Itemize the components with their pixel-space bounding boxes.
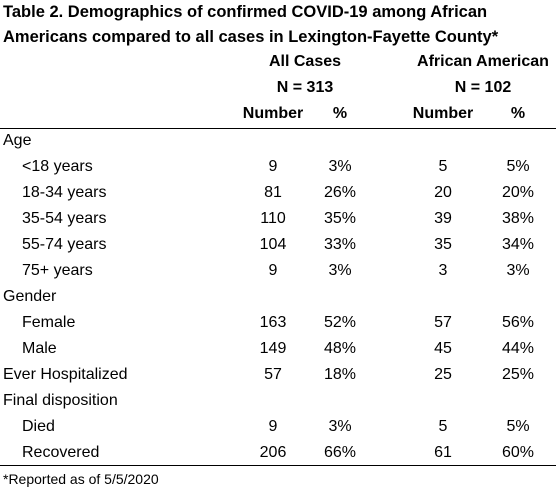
cell: 33% [323,236,357,253]
section-label: Final disposition [3,392,118,409]
cell: 39 [434,210,452,227]
row-label: Male [22,340,57,357]
subheader: % [332,105,348,122]
cell: 60% [501,444,535,461]
group-header: African American [417,53,549,70]
cell: 56% [501,314,535,331]
cell: 206 [259,444,287,461]
cell: 18% [323,366,357,383]
cell: 5 [438,418,448,435]
cell: 44% [501,340,535,357]
cell: 5 [438,158,448,175]
cell: 3% [328,262,352,279]
cell: 5% [506,158,530,175]
row-label: <18 years [22,158,93,175]
cell: 110 [260,210,286,227]
cell: 9 [268,158,278,175]
cell: 149 [259,340,287,357]
title-line: Table 2. Demographics of confirmed COVID… [3,3,488,21]
cell: 3% [506,262,530,279]
group-header: All Cases [268,53,342,70]
cell: 57 [434,314,452,331]
cell: 104 [259,236,287,253]
row-label: 75+ years [22,262,93,279]
cell: 45 [434,340,452,357]
section-label: Gender [3,288,57,305]
row-label: 55-74 years [22,236,107,253]
row-label: 35-54 years [22,210,107,227]
row-label: Recovered [22,444,100,461]
cell: 61 [434,444,452,461]
cell: 48% [323,340,357,357]
group-n: N = 313 [276,79,334,96]
cell: 25% [501,366,535,383]
subheader: Number [412,105,474,122]
cell: 3% [328,418,352,435]
subheader: % [510,105,526,122]
group-n: N = 102 [454,79,512,96]
cell: 34% [501,236,535,253]
cell: 5% [506,418,530,435]
cell: 3% [328,158,352,175]
subheader: Number [242,105,304,122]
cell: 81 [264,184,282,201]
row-label: Female [22,314,76,331]
footnote: *Reported as of 5/5/2020 [3,471,159,487]
bottom-rule [0,465,556,466]
row-label: Died [22,418,55,435]
cell: 25 [434,366,452,383]
section-label: Age [3,132,32,149]
section-label: Ever Hospitalized [3,366,128,383]
cell: 3 [438,262,448,279]
title-line: Americans compared to all cases in Lexin… [3,28,499,46]
cell: 20% [501,184,535,201]
cell: 66% [323,444,357,461]
cell: 9 [268,418,278,435]
cell: 163 [259,314,287,331]
cell: 35% [323,210,357,227]
cell: 20 [434,184,452,201]
cell: 52% [323,314,357,331]
cell: 35 [434,236,452,253]
cell: 57 [264,366,282,383]
header-rule [0,128,556,129]
cell: 38% [501,210,535,227]
row-label: 18-34 years [22,184,107,201]
cell: 9 [268,262,278,279]
cell: 26% [323,184,357,201]
